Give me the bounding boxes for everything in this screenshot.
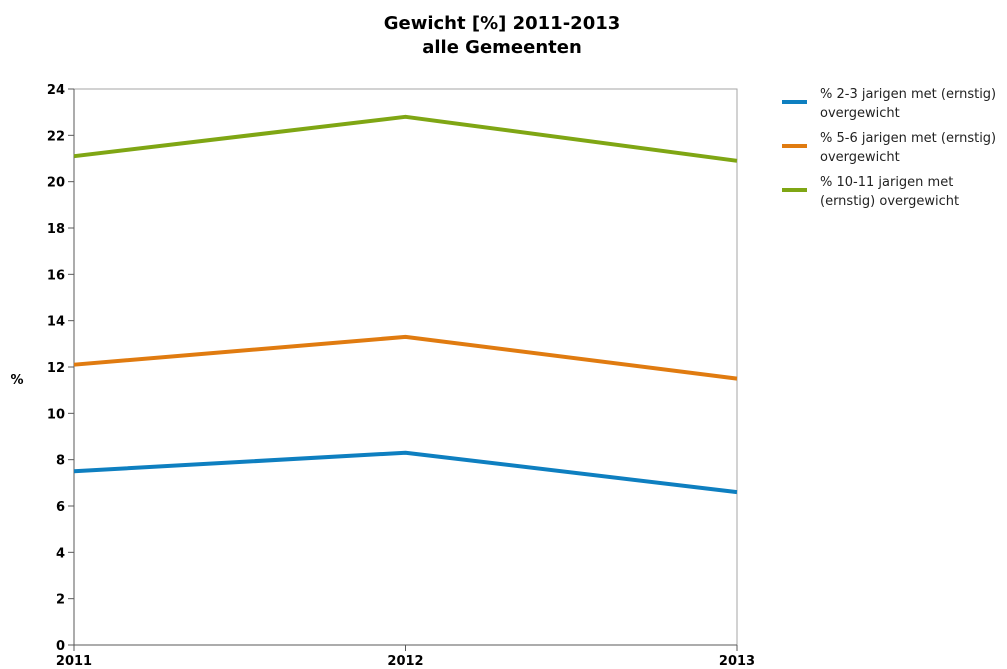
y-tick-label: 4	[56, 546, 65, 561]
y-tick-label: 0	[56, 639, 65, 654]
x-tick-label: 2011	[56, 654, 92, 669]
legend-label-3: (ernstig) overgewicht	[820, 194, 959, 209]
y-tick-label: 24	[47, 83, 65, 98]
chart-title-line-1: Gewicht [%] 2011-2013	[384, 13, 621, 34]
legend-label-3: % 10-11 jarigen met	[820, 175, 953, 190]
legend-label-2: overgewicht	[820, 150, 900, 165]
chart-title: Gewicht [%] 2011-2013 alle Gemeenten	[384, 13, 621, 58]
legend-label-2: % 5-6 jarigen met (ernstig)	[820, 131, 996, 146]
y-axis-label: %	[10, 373, 23, 388]
series-lines	[73, 114, 738, 495]
x-tick-label: 2013	[719, 654, 755, 669]
series-line-1	[73, 450, 738, 495]
legend-label-1: % 2-3 jarigen met (ernstig)	[820, 87, 996, 102]
y-tick-label: 16	[47, 268, 65, 283]
y-tick-label: 8	[56, 454, 65, 469]
y-tick-label: 12	[47, 361, 65, 376]
y-tick-label: 22	[47, 129, 65, 144]
y-tick-label: 18	[47, 222, 65, 237]
series-line-3	[73, 114, 738, 163]
chart-title-line-2: alle Gemeenten	[422, 37, 582, 58]
x-tick-label: 2012	[387, 654, 423, 669]
y-tick-label: 20	[47, 176, 65, 191]
legend: % 2-3 jarigen met (ernstig) overgewicht % …	[782, 87, 996, 209]
y-tick-label: 14	[47, 315, 65, 330]
x-axis: 2011 2012 2013	[56, 644, 755, 669]
series-line-2	[73, 334, 738, 381]
y-tick-label: 2	[56, 593, 65, 608]
y-tick-label: 6	[56, 500, 65, 515]
y-tick-label: 10	[47, 407, 65, 422]
legend-label-1: overgewicht	[820, 106, 900, 121]
